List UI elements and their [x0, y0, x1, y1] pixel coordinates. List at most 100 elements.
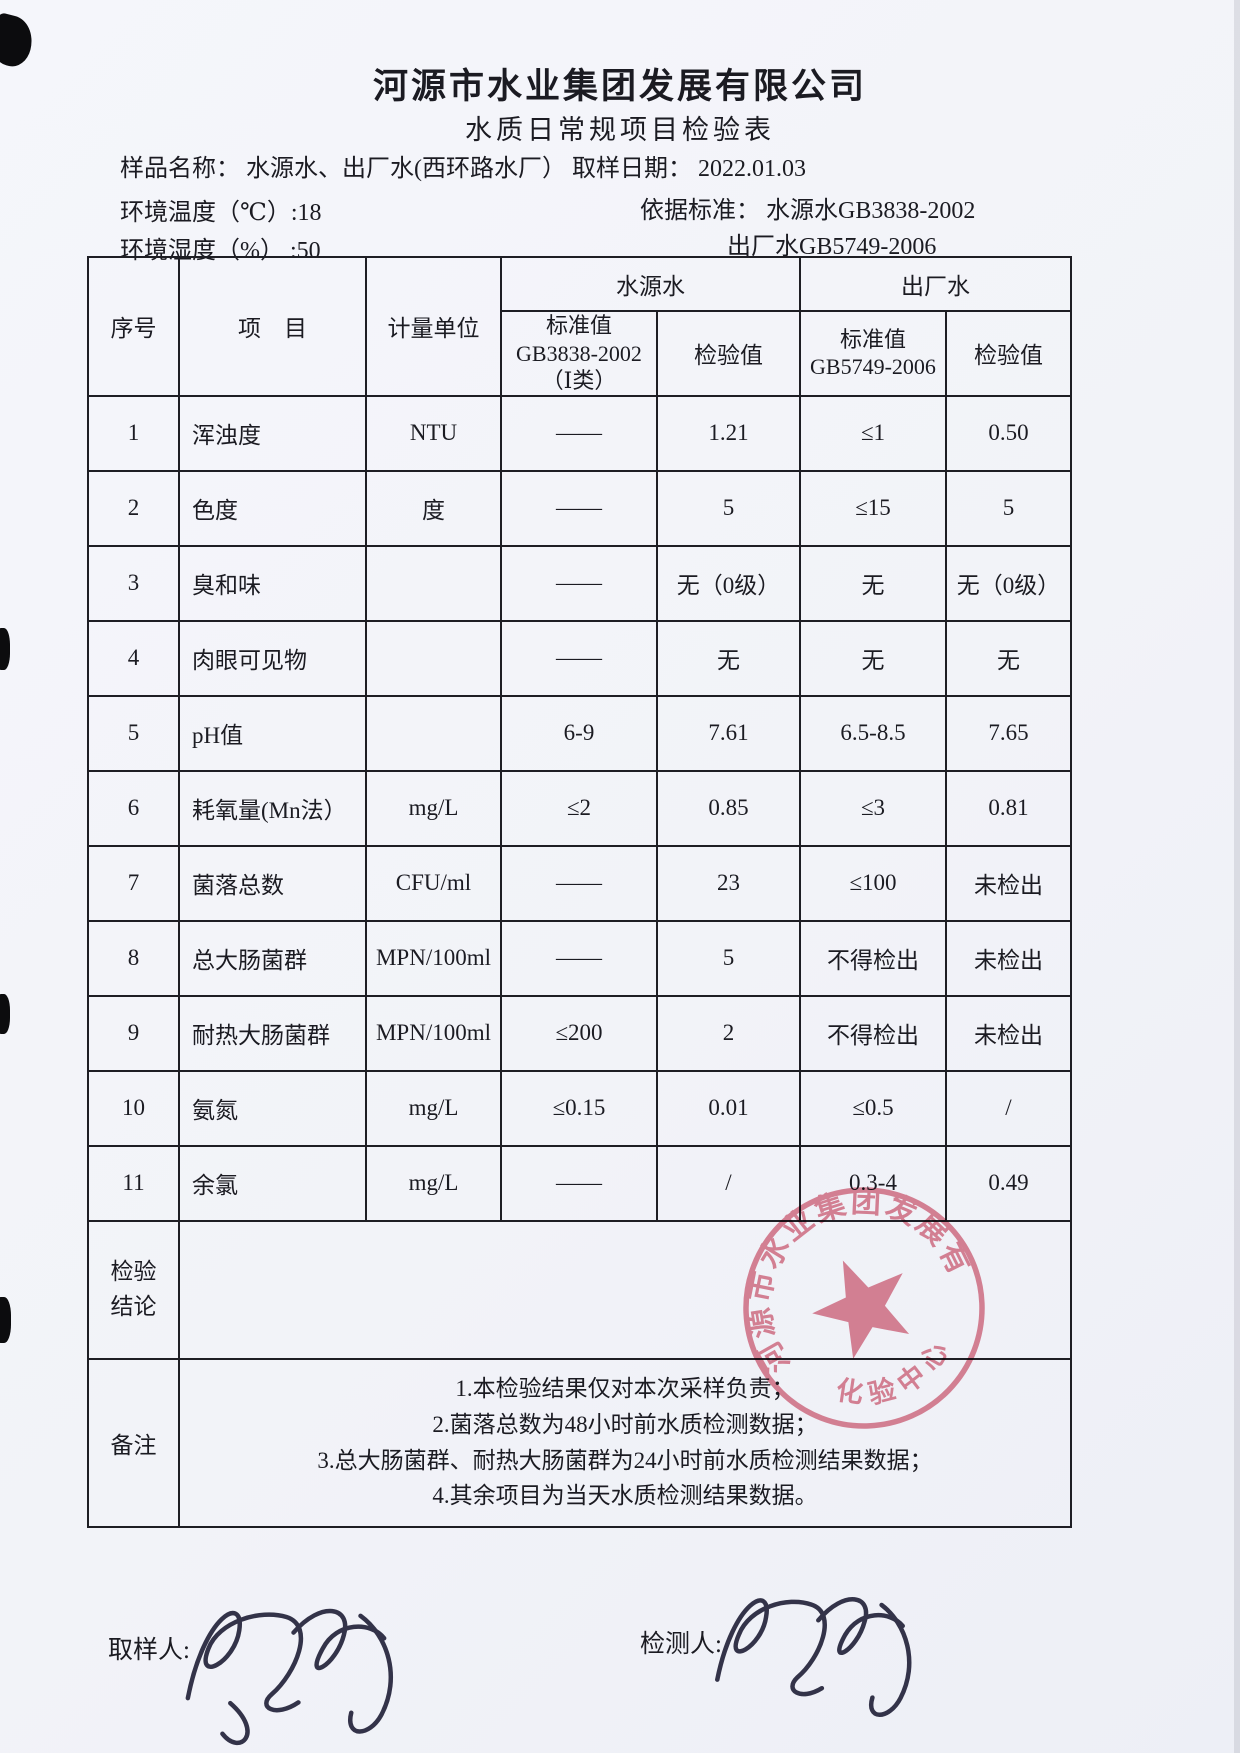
row-val-source: 0.01: [656, 1069, 801, 1147]
row-std-finished: ≤3: [799, 769, 947, 847]
row-val-finished: 0.81: [945, 769, 1072, 847]
row-std-source: ——: [500, 469, 658, 547]
row-item: pH值: [178, 694, 367, 772]
row-no: 5: [87, 694, 180, 772]
row-std-source: ≤2: [500, 769, 658, 847]
row-std-finished: ≤0.5: [799, 1069, 947, 1147]
row-std-finished: 无: [799, 544, 947, 622]
row-unit: [365, 544, 502, 622]
row-std-source: ——: [500, 394, 658, 472]
table-row: 7 菌落总数 CFU/ml —— 23 ≤100 未检出: [87, 844, 1072, 922]
std-source-line2: GB3838-2002: [516, 340, 642, 366]
row-val-source: 23: [656, 844, 801, 922]
standard-finished-water: 出厂水GB5749-2006: [727, 234, 937, 260]
row-std-source: ——: [500, 919, 658, 997]
row-no: 1: [87, 394, 180, 472]
row-val-source: 0.85: [656, 769, 801, 847]
scan-artifact: [0, 1297, 11, 1343]
seal-center-text: 化验中心: [822, 1322, 971, 1429]
row-no: 10: [87, 1069, 180, 1147]
conclusion-label: 检验 结论: [87, 1219, 180, 1360]
row-std-source: ≤0.15: [500, 1069, 658, 1147]
row-val-finished: 7.65: [945, 694, 1072, 772]
row-no: 2: [87, 469, 180, 547]
sampler-label: 取样人:: [108, 1637, 190, 1664]
row-std-finished: 无: [799, 619, 947, 697]
col-header-unit: 计量单位: [365, 256, 502, 397]
remark-line-4: 4.其余项目为当天水质检测结果数据。: [432, 1483, 818, 1509]
standard-source-water: 水源水GB3838-2002: [766, 198, 976, 224]
row-item: 耗氧量(Mn法）: [178, 769, 367, 847]
row-item: 色度: [178, 469, 367, 547]
row-std-finished: ≤100: [799, 844, 947, 922]
row-val-source: 无（0级）: [656, 544, 801, 622]
row-item: 总大肠菌群: [178, 919, 367, 997]
row-std-finished: ≤15: [799, 469, 947, 547]
table-row: 8 总大肠菌群 MPN/100ml —— 5 不得检出 未检出: [87, 919, 1072, 997]
row-std-source: ——: [500, 1144, 658, 1222]
table-row: 4 肉眼可见物 —— 无 无 无: [87, 619, 1072, 697]
row-std-source: ——: [500, 844, 658, 922]
row-val-source: 无: [656, 619, 801, 697]
row-std-source: ——: [500, 619, 658, 697]
std-source-line3: （Ⅰ类）: [541, 368, 617, 393]
table-row: 1 浑浊度 NTU —— 1.21 ≤1 0.50: [87, 394, 1072, 472]
group-header-source-water: 水源水: [500, 256, 801, 312]
row-val-finished: 0.49: [945, 1144, 1072, 1222]
sample-name-value: 水源水、出厂水(西环路水厂）: [246, 156, 566, 182]
svg-text:化验中心: 化验中心: [822, 1322, 971, 1429]
table-row: 2 色度 度 —— 5 ≤15 5: [87, 469, 1072, 547]
table-row: 3 臭和味 —— 无（0级） 无 无（0级）: [87, 544, 1072, 622]
row-std-finished: 不得检出: [799, 994, 947, 1072]
remarks-content: 1.本检验结果仅对本次采样负责； 2.菌落总数为48小时前水质检测数据； 3.总…: [178, 1357, 1072, 1528]
row-val-source: 1.21: [656, 394, 801, 472]
seal-star-icon: [812, 1260, 910, 1359]
row-item: 氨氮: [178, 1069, 367, 1147]
row-no: 11: [87, 1144, 180, 1222]
scan-edge-shade: [1234, 0, 1240, 1753]
scan-artifact: [0, 994, 10, 1034]
row-unit: 度: [365, 469, 502, 547]
env-temperature: 环境温度（℃）:18: [120, 200, 322, 226]
sampling-date-value: 2022.01.03: [698, 156, 806, 182]
row-unit: MPN/100ml: [365, 919, 502, 997]
row-std-finished: 6.5-8.5: [799, 694, 947, 772]
remark-line-1: 1.本检验结果仅对本次采样负责；: [455, 1376, 795, 1402]
table-row: 9 耐热大肠菌群 MPN/100ml ≤200 2 不得检出 未检出: [87, 994, 1072, 1072]
row-no: 8: [87, 919, 180, 997]
standard-label: 依据标准：: [640, 198, 760, 224]
document-title: 水质日常规项目检验表: [465, 115, 775, 145]
row-unit: [365, 694, 502, 772]
row-item: 浑浊度: [178, 394, 367, 472]
std-finished-line2: GB5749-2006: [810, 354, 936, 380]
table-row: 11 余氯 mg/L —— / 0.3-4 0.49: [87, 1144, 1072, 1222]
row-unit: mg/L: [365, 1144, 502, 1222]
std-source-line1: 标准值: [545, 313, 612, 338]
row-std-finished: 不得检出: [799, 919, 947, 997]
conclusion-label-line1: 检验: [110, 1259, 157, 1284]
col-header-check-source: 检验值: [656, 310, 801, 397]
row-val-finished: /: [945, 1069, 1072, 1147]
col-header-check-finished: 检验值: [945, 310, 1072, 397]
row-val-source: 5: [656, 919, 801, 997]
row-val-source: 2: [656, 994, 801, 1072]
col-header-item: 项 目: [178, 256, 367, 397]
row-unit: CFU/ml: [365, 844, 502, 922]
remark-line-3: 3.总大肠菌群、耐热大肠菌群为24小时前水质检测结果数据；: [317, 1447, 933, 1473]
table-row: 6 耗氧量(Mn法） mg/L ≤2 0.85 ≤3 0.81: [87, 769, 1072, 847]
row-val-finished: 无: [945, 619, 1072, 697]
sampling-date-label: 取样日期：: [572, 156, 692, 182]
row-val-finished: 0.50: [945, 394, 1072, 472]
row-val-source: /: [656, 1144, 801, 1222]
row-item: 臭和味: [178, 544, 367, 622]
col-header-std-source: 标准值 GB3838-2002 （Ⅰ类）: [500, 310, 658, 397]
row-no: 7: [87, 844, 180, 922]
row-val-source: 5: [656, 469, 801, 547]
row-val-finished: 未检出: [945, 994, 1072, 1072]
tester-label: 检测人:: [640, 1631, 722, 1658]
conclusion-row: 检验 结论: [87, 1219, 1072, 1360]
remarks-row: 备注 1.本检验结果仅对本次采样负责； 2.菌落总数为48小时前水质检测数据； …: [87, 1357, 1072, 1528]
table-row: 5 pH值 6-9 7.61 6.5-8.5 7.65: [87, 694, 1072, 772]
row-item: 耐热大肠菌群: [178, 994, 367, 1072]
